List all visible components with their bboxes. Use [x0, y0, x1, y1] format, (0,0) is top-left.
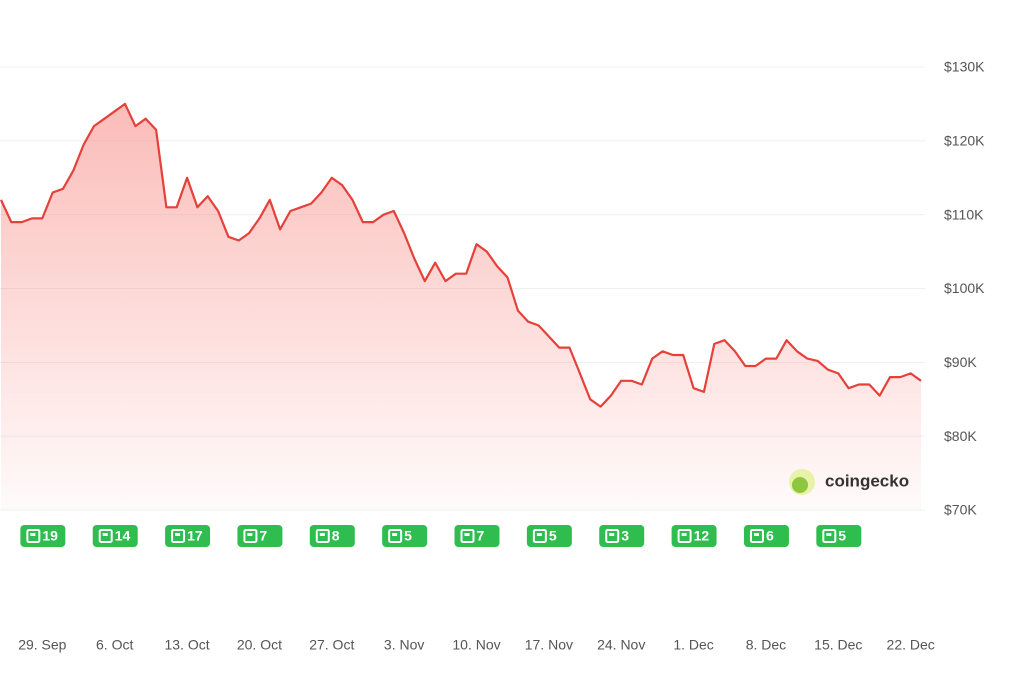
news-count: 8	[332, 528, 340, 544]
x-tick-label: 6. Oct	[96, 637, 133, 653]
news-badge: 7	[454, 525, 500, 547]
news-icon	[247, 533, 253, 536]
news-icon	[460, 529, 475, 543]
x-tick-label: 13. Oct	[164, 637, 209, 653]
news-icon	[171, 529, 186, 543]
news-icon	[826, 533, 832, 536]
x-tick-label: 24. Nov	[597, 637, 645, 653]
news-icon	[822, 529, 837, 543]
news-badge: 14	[92, 525, 138, 547]
y-tick-label: $120K	[944, 133, 985, 149]
news-badge: 6	[743, 525, 789, 547]
news-icon	[609, 533, 615, 536]
x-tick-label: 20. Oct	[237, 637, 282, 653]
news-icon	[536, 533, 542, 536]
news-count: 7	[259, 528, 267, 544]
news-icon	[677, 529, 692, 543]
news-count: 5	[549, 528, 557, 544]
x-tick-label: 15. Dec	[814, 637, 862, 653]
news-count: 17	[187, 528, 203, 544]
watermark: coingecko	[789, 469, 909, 495]
news-icon	[464, 533, 470, 536]
news-icon	[98, 529, 113, 543]
news-badge: 12	[671, 525, 717, 547]
x-tick-label: 29. Sep	[18, 637, 66, 653]
x-tick-label: 1. Dec	[673, 637, 713, 653]
y-tick-label: $80K	[944, 428, 977, 444]
x-tick-label: 22. Dec	[887, 637, 935, 653]
y-tick-label: $130K	[944, 59, 985, 75]
news-badge: 7	[237, 525, 283, 547]
y-tick-label: $100K	[944, 280, 985, 296]
y-tick-label: $70K	[944, 502, 977, 518]
x-tick-label: 3. Nov	[384, 637, 424, 653]
news-count: 3	[621, 528, 629, 544]
news-icon	[319, 533, 325, 536]
x-tick-label: 17. Nov	[525, 637, 573, 653]
news-icon	[102, 533, 108, 536]
news-icon	[749, 529, 764, 543]
news-badge: 17	[165, 525, 211, 547]
news-badge: 3	[599, 525, 645, 547]
news-icon	[388, 529, 403, 543]
price-area	[1, 103, 921, 511]
y-tick-label: $110K	[944, 206, 984, 222]
news-icon	[605, 529, 620, 543]
news-icon	[30, 533, 36, 536]
plot: $70K $80K $90K $100K $110K $120K $130K 29. Sep 6…	[0, 59, 985, 653]
news-count: 7	[477, 528, 485, 544]
news-badge: 5	[526, 525, 572, 547]
price-line	[0, 102, 922, 408]
news-badge: 19	[20, 525, 66, 547]
news-count: 14	[115, 528, 131, 544]
news-count: 5	[838, 528, 846, 544]
y-tick-label: $90K	[944, 354, 977, 370]
news-count: 6	[766, 528, 774, 544]
x-tick-label: 27. Oct	[309, 637, 354, 653]
news-icon	[392, 533, 398, 536]
news-icon	[532, 529, 547, 543]
watermark-text: coingecko	[825, 471, 909, 490]
x-tick-label: 8. Dec	[746, 637, 786, 653]
news-icon	[243, 529, 258, 543]
news-icon	[681, 533, 687, 536]
news-icon	[175, 533, 181, 536]
news-badge: 8	[309, 525, 355, 547]
news-icon	[315, 529, 330, 543]
news-count: 5	[404, 528, 412, 544]
news-count: 19	[42, 528, 58, 544]
x-tick-label: 10. Nov	[452, 637, 500, 653]
news-badge: 5	[816, 525, 862, 547]
news-count: 12	[694, 528, 710, 544]
watermark-logo	[792, 477, 808, 493]
news-icon	[753, 533, 759, 536]
news-badge: 5	[382, 525, 428, 547]
news-icon	[26, 529, 41, 543]
